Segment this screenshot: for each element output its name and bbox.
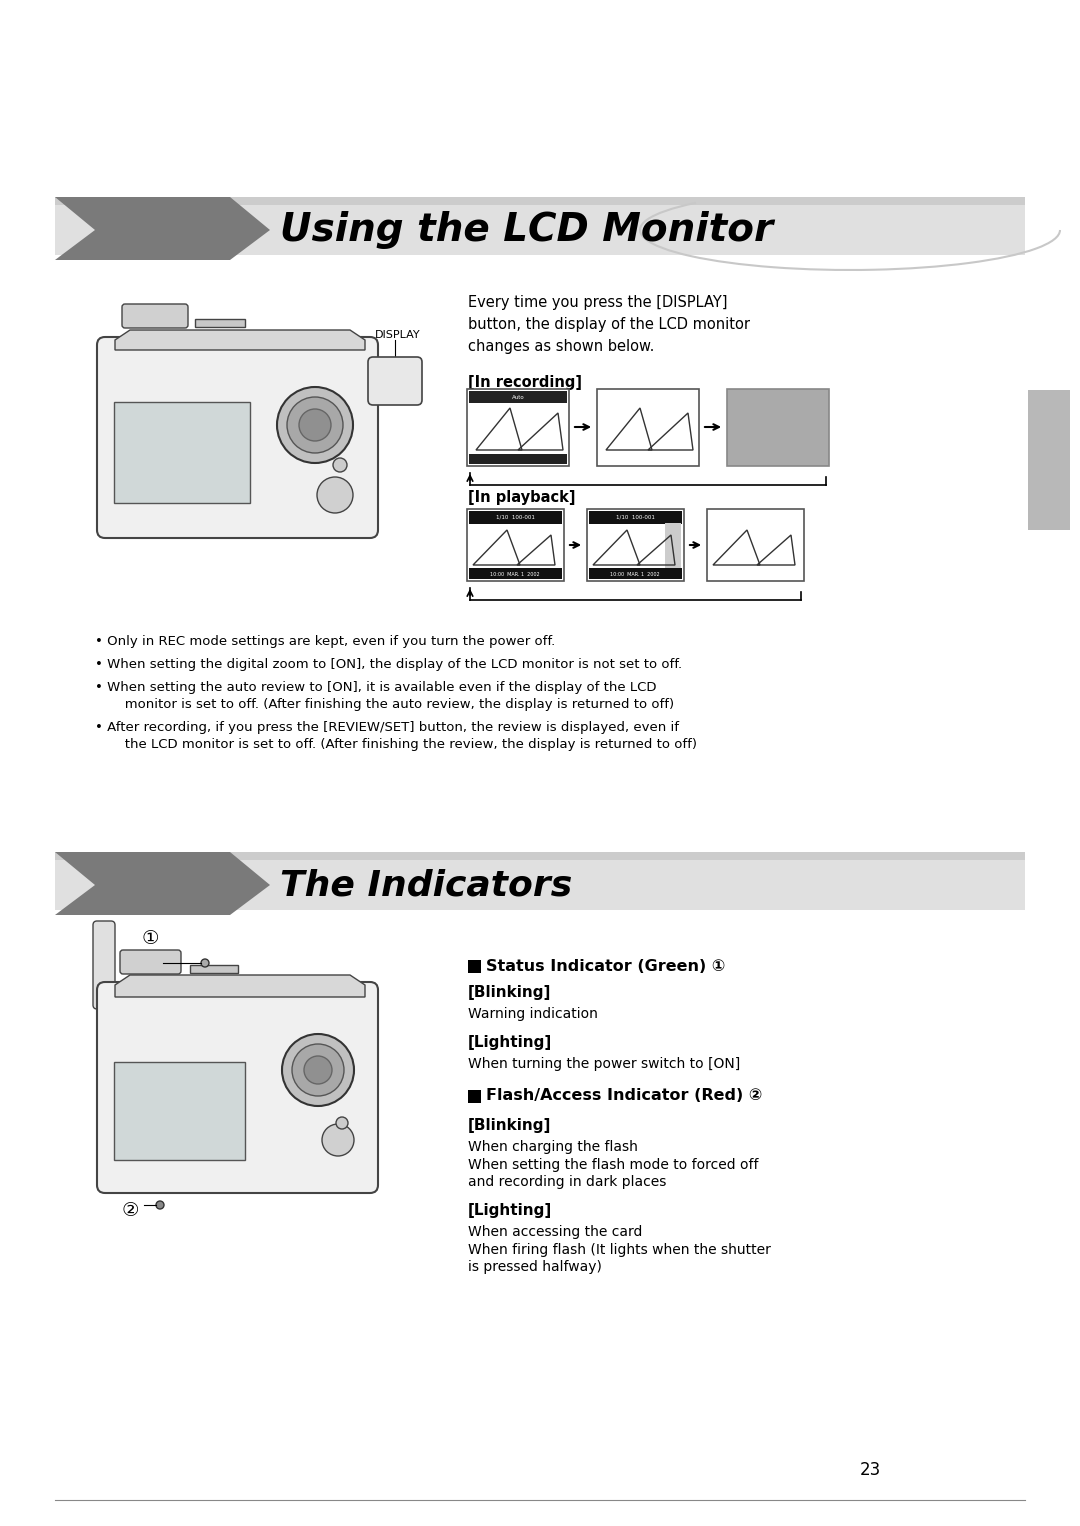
- Circle shape: [282, 1035, 354, 1106]
- FancyBboxPatch shape: [190, 964, 238, 974]
- Text: The Indicators: The Indicators: [280, 868, 572, 902]
- Circle shape: [156, 1201, 164, 1209]
- FancyBboxPatch shape: [122, 304, 188, 328]
- FancyBboxPatch shape: [469, 568, 562, 578]
- Text: [In playback]: [In playback]: [468, 490, 576, 505]
- Text: When turning the power switch to [ON]: When turning the power switch to [ON]: [468, 1058, 740, 1071]
- FancyBboxPatch shape: [467, 389, 569, 465]
- Text: ②: ②: [121, 1201, 138, 1219]
- Text: and recording in dark places: and recording in dark places: [468, 1175, 666, 1189]
- Circle shape: [201, 958, 210, 967]
- FancyBboxPatch shape: [114, 401, 249, 504]
- Circle shape: [276, 388, 353, 462]
- Text: Warning indication: Warning indication: [468, 1007, 598, 1021]
- Text: [Lighting]: [Lighting]: [468, 1202, 552, 1218]
- Circle shape: [303, 1056, 332, 1083]
- FancyBboxPatch shape: [368, 357, 422, 404]
- FancyBboxPatch shape: [114, 1062, 245, 1160]
- Text: button, the display of the LCD monitor: button, the display of the LCD monitor: [468, 317, 750, 333]
- Text: When setting the flash mode to forced off: When setting the flash mode to forced of…: [468, 1158, 758, 1172]
- FancyBboxPatch shape: [589, 511, 681, 523]
- Text: Auto: Auto: [512, 395, 525, 400]
- Text: ①: ①: [141, 928, 159, 948]
- FancyBboxPatch shape: [468, 1090, 481, 1103]
- FancyBboxPatch shape: [589, 568, 681, 578]
- FancyBboxPatch shape: [665, 523, 681, 568]
- Text: • When setting the auto review to [ON], it is available even if the display of t: • When setting the auto review to [ON], …: [95, 681, 657, 694]
- Circle shape: [287, 397, 343, 453]
- Text: 10:00  MAR. 1  2002: 10:00 MAR. 1 2002: [490, 572, 540, 577]
- Text: 23: 23: [860, 1460, 880, 1479]
- FancyBboxPatch shape: [469, 391, 567, 403]
- Polygon shape: [55, 861, 1025, 909]
- Text: 10:00  MAR. 1  2002: 10:00 MAR. 1 2002: [610, 572, 660, 577]
- Text: is pressed halfway): is pressed halfway): [468, 1260, 602, 1274]
- FancyBboxPatch shape: [727, 389, 829, 465]
- Polygon shape: [55, 852, 1025, 861]
- Circle shape: [292, 1044, 345, 1096]
- Text: • When setting the digital zoom to [ON], the display of the LCD monitor is not s: • When setting the digital zoom to [ON],…: [95, 658, 683, 671]
- FancyBboxPatch shape: [588, 510, 684, 581]
- Circle shape: [333, 458, 347, 472]
- Polygon shape: [114, 330, 365, 349]
- Text: 1/10  100-001: 1/10 100-001: [616, 514, 654, 519]
- Polygon shape: [55, 852, 270, 916]
- Text: [Blinking]: [Blinking]: [468, 984, 552, 1000]
- Circle shape: [299, 409, 330, 441]
- FancyBboxPatch shape: [93, 922, 114, 1009]
- Text: When accessing the card: When accessing the card: [468, 1225, 643, 1239]
- FancyBboxPatch shape: [195, 319, 245, 327]
- Text: monitor is set to off. (After finishing the auto review, the display is returned: monitor is set to off. (After finishing …: [95, 697, 674, 711]
- FancyBboxPatch shape: [120, 951, 181, 974]
- Text: When firing flash (It lights when the shutter: When firing flash (It lights when the sh…: [468, 1244, 771, 1257]
- Text: the LCD monitor is set to off. (After finishing the review, the display is retur: the LCD monitor is set to off. (After fi…: [95, 739, 697, 751]
- Circle shape: [336, 1117, 348, 1129]
- FancyBboxPatch shape: [469, 455, 567, 464]
- Text: Using the LCD Monitor: Using the LCD Monitor: [280, 211, 773, 249]
- Polygon shape: [55, 204, 1025, 255]
- FancyBboxPatch shape: [97, 337, 378, 539]
- FancyBboxPatch shape: [467, 510, 564, 581]
- Polygon shape: [55, 197, 270, 259]
- Text: • Only in REC mode settings are kept, even if you turn the power off.: • Only in REC mode settings are kept, ev…: [95, 635, 555, 649]
- Circle shape: [322, 1125, 354, 1157]
- Polygon shape: [114, 975, 365, 996]
- Polygon shape: [1028, 391, 1070, 530]
- FancyBboxPatch shape: [468, 960, 481, 974]
- FancyBboxPatch shape: [97, 983, 378, 1193]
- Text: Status Indicator (Green) ①: Status Indicator (Green) ①: [486, 958, 726, 974]
- Text: 1/10  100-001: 1/10 100-001: [496, 514, 535, 519]
- Circle shape: [318, 478, 353, 513]
- Text: changes as shown below.: changes as shown below.: [468, 339, 654, 354]
- Text: [Blinking]: [Blinking]: [468, 1119, 552, 1132]
- FancyBboxPatch shape: [707, 510, 804, 581]
- FancyBboxPatch shape: [597, 389, 699, 465]
- Text: Every time you press the [DISPLAY]: Every time you press the [DISPLAY]: [468, 295, 728, 310]
- Text: [Lighting]: [Lighting]: [468, 1035, 552, 1050]
- Text: [In recording]: [In recording]: [468, 375, 582, 391]
- Text: DISPLAY: DISPLAY: [375, 330, 420, 340]
- Text: Flash/Access Indicator (Red) ②: Flash/Access Indicator (Red) ②: [486, 1088, 762, 1103]
- Text: • After recording, if you press the [REVIEW/SET] button, the review is displayed: • After recording, if you press the [REV…: [95, 720, 679, 734]
- Text: When charging the flash: When charging the flash: [468, 1140, 638, 1154]
- FancyBboxPatch shape: [469, 511, 562, 523]
- Polygon shape: [55, 197, 1025, 204]
